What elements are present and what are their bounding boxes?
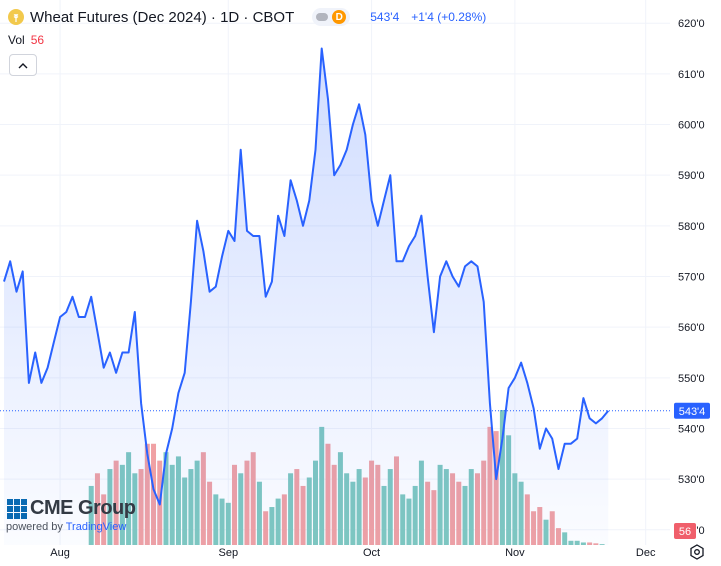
provider-name: TradingView bbox=[66, 521, 127, 533]
powered-by-label: powered by bbox=[6, 521, 63, 533]
last-volume-label: 56 bbox=[674, 523, 696, 539]
price-area bbox=[4, 49, 608, 546]
market-closed-icon bbox=[316, 13, 328, 21]
delayed-badge: D bbox=[332, 10, 346, 24]
price-axis-tick: 580'0 bbox=[678, 221, 705, 233]
price-axis-tick: 530'0 bbox=[678, 474, 705, 486]
time-axis-tick: Aug bbox=[50, 547, 70, 559]
last-price: 543'4 bbox=[370, 10, 399, 24]
price-axis-tick: 560'0 bbox=[678, 322, 705, 334]
price-axis-tick: 600'0 bbox=[678, 120, 705, 132]
symbol-title[interactable]: Wheat Futures (Dec 2024) · 1D · CBOT bbox=[30, 9, 294, 26]
market-status[interactable]: D bbox=[312, 8, 350, 26]
volume-value: 56 bbox=[31, 33, 44, 47]
price-axis[interactable]: 620'0 610'0 600'0 590'0 580'0 570'0 560'0 550'0… bbox=[678, 18, 705, 537]
price-axis-tick: 570'0 bbox=[678, 272, 705, 284]
price-change: +1'4 (+0.28%) bbox=[411, 10, 486, 24]
time-axis-tick: Oct bbox=[363, 547, 380, 559]
chart-header: Wheat Futures (Dec 2024) · 1D · CBOT D 5… bbox=[8, 6, 486, 28]
collapse-legend-button[interactable] bbox=[9, 54, 37, 76]
wheat-icon bbox=[8, 9, 24, 25]
price-axis-tick: 540'0 bbox=[678, 423, 705, 435]
price-axis-tick: 550'0 bbox=[678, 373, 705, 385]
branding[interactable]: CME Group powered by TradingView bbox=[6, 497, 136, 533]
time-axis-tick: Nov bbox=[505, 547, 525, 559]
time-axis-tick: Sep bbox=[218, 547, 238, 559]
cme-globe-icon bbox=[6, 498, 28, 520]
svg-text:56: 56 bbox=[679, 526, 691, 538]
svg-text:543'4: 543'4 bbox=[679, 406, 706, 418]
last-price-label: 543'4 bbox=[674, 403, 710, 419]
volume-label: Vol bbox=[8, 33, 25, 47]
price-axis-tick: 620'0 bbox=[678, 18, 705, 30]
chevron-up-icon bbox=[18, 62, 28, 69]
price-axis-tick: 610'0 bbox=[678, 69, 705, 81]
gear-icon bbox=[688, 543, 706, 561]
volume-legend: Vol 56 bbox=[8, 33, 44, 47]
price-axis-tick: 590'0 bbox=[678, 170, 705, 182]
time-axis[interactable]: AugSepOctNovDec23 bbox=[50, 547, 721, 559]
time-axis-tick: Dec bbox=[636, 547, 656, 559]
brand-name: CME Group bbox=[30, 497, 136, 520]
settings-button[interactable] bbox=[688, 543, 706, 561]
